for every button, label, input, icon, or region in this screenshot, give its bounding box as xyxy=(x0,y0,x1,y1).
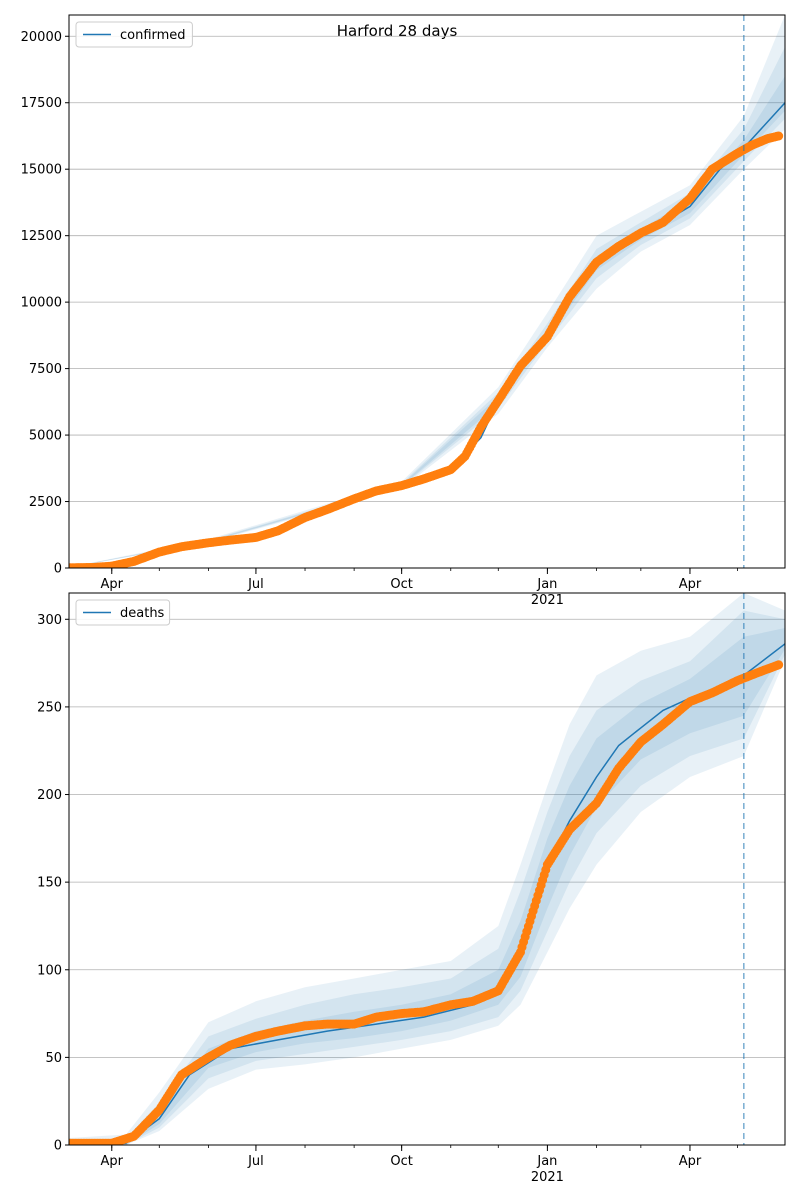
observed-series xyxy=(69,131,784,568)
y-tick-label: 10000 xyxy=(21,296,62,311)
legend-box xyxy=(75,21,193,48)
y-tick-label: 15000 xyxy=(21,163,62,178)
y-tick-label: 0 xyxy=(54,1139,62,1154)
x-tick-label: Jan xyxy=(536,577,557,592)
y-tick-label: 20000 xyxy=(21,30,62,45)
band-inner xyxy=(69,76,785,568)
x-tick-sublabel: 2021 xyxy=(531,593,564,608)
x-tick-label: Apr xyxy=(101,577,124,592)
uncertainty-bands xyxy=(69,593,785,1145)
uncertainty-bands xyxy=(69,15,785,568)
x-tick-label: Jul xyxy=(247,1154,264,1169)
model-line xyxy=(69,102,785,568)
observed-series xyxy=(69,660,784,1145)
legend-label: deaths xyxy=(120,606,165,621)
x-tick-label: Jan xyxy=(536,1154,557,1169)
x-tick-sublabel: 2021 xyxy=(531,1170,564,1185)
band-outer xyxy=(69,15,785,568)
axes-frame xyxy=(68,592,786,1146)
band-middle xyxy=(69,46,785,568)
band-middle xyxy=(69,610,785,1145)
y-tick-label: 5000 xyxy=(29,429,62,444)
y-tick-label: 200 xyxy=(37,788,62,803)
legend-box xyxy=(75,599,171,626)
x-tick-label: Apr xyxy=(679,1154,702,1169)
x-tick-label: Oct xyxy=(390,577,412,592)
y-tick-label: 300 xyxy=(37,613,62,628)
observed-point xyxy=(774,131,784,141)
x-tick-label: Jul xyxy=(247,577,264,592)
y-tick-label: 150 xyxy=(37,876,62,891)
x-tick-label: Oct xyxy=(390,1154,412,1169)
y-tick-label: 250 xyxy=(37,700,62,715)
y-tick-label: 0 xyxy=(54,562,62,577)
chart-title: Harford 28 days xyxy=(337,22,458,40)
band-outer xyxy=(69,593,785,1145)
x-tick-label: Apr xyxy=(101,1154,124,1169)
y-tick-label: 2500 xyxy=(29,495,62,510)
legend: confirmed xyxy=(75,21,193,48)
y-tick-label: 17500 xyxy=(21,96,62,111)
y-tick-label: 12500 xyxy=(21,229,62,244)
observed-point xyxy=(774,660,784,670)
legend-label: confirmed xyxy=(120,28,186,43)
y-tick-label: 50 xyxy=(45,1051,62,1066)
y-tick-label: 100 xyxy=(37,963,62,978)
x-tick-label: Apr xyxy=(679,577,702,592)
confirmed-panel: 0 2500 5000 7500 10000 12500 15000 17500 20000 Ap… xyxy=(21,14,786,608)
legend: deaths xyxy=(75,599,171,626)
band-inner xyxy=(69,628,785,1145)
axes-frame xyxy=(68,14,786,569)
y-tick-label: 7500 xyxy=(29,362,62,377)
